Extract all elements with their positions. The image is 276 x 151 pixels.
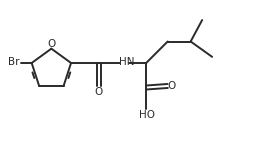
Text: HN: HN bbox=[119, 57, 134, 67]
Text: O: O bbox=[94, 87, 103, 97]
Text: Br: Br bbox=[8, 57, 20, 67]
Text: HO: HO bbox=[139, 110, 155, 120]
Text: O: O bbox=[168, 81, 176, 91]
Text: O: O bbox=[47, 39, 55, 49]
